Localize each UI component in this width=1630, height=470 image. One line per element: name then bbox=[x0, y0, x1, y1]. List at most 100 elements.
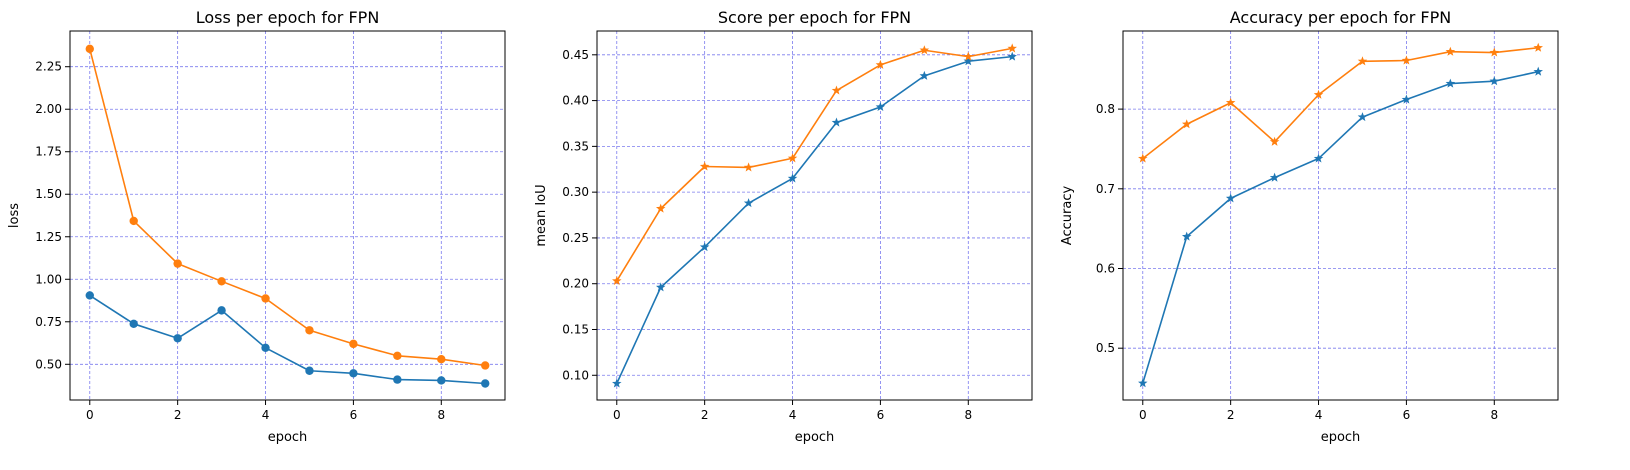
y-tick-label: 0.75 bbox=[35, 315, 62, 329]
series-1-point bbox=[85, 291, 94, 300]
x-tick-label: 8 bbox=[1490, 408, 1498, 422]
y-tick-label: 0.25 bbox=[562, 231, 589, 245]
series-2-point bbox=[1489, 47, 1500, 57]
x-tick-label: 2 bbox=[174, 408, 182, 422]
series-1-point bbox=[437, 376, 446, 385]
y-tick-label: 0.35 bbox=[562, 139, 589, 153]
y-tick-label: 0.30 bbox=[562, 185, 589, 199]
series-2-point bbox=[1225, 97, 1236, 107]
y-tick-label: 2.25 bbox=[35, 60, 62, 74]
series-1-point bbox=[1007, 51, 1017, 61]
x-tick-label: 6 bbox=[877, 408, 885, 422]
y-tick-label: 0.5 bbox=[1096, 341, 1115, 355]
series-2-point bbox=[481, 361, 490, 370]
series-1-point bbox=[129, 319, 138, 329]
series-2-point bbox=[612, 275, 622, 286]
series-2-point bbox=[261, 294, 270, 303]
axes-frame bbox=[596, 30, 1033, 401]
series-1-point bbox=[1401, 94, 1412, 104]
series-1-line bbox=[616, 55, 1013, 384]
y-tick-label: 0.6 bbox=[1096, 261, 1115, 275]
x-tick-label: 6 bbox=[350, 408, 358, 422]
series-1-point bbox=[655, 282, 666, 292]
x-tick-label: 4 bbox=[262, 408, 270, 422]
series-1-point bbox=[875, 102, 886, 112]
x-tick-label: 6 bbox=[1403, 408, 1411, 422]
series-1-point bbox=[481, 379, 490, 388]
y-tick-label: 1.25 bbox=[35, 230, 62, 244]
series-1-point bbox=[1138, 378, 1148, 388]
x-tick-label: 0 bbox=[613, 408, 621, 422]
series-2-point bbox=[1181, 119, 1192, 129]
series-2-point bbox=[787, 153, 798, 163]
series-2-point bbox=[919, 45, 930, 55]
y-tick-label: 0.10 bbox=[562, 368, 589, 382]
chart-title: Accuracy per epoch for FPN bbox=[1230, 8, 1452, 27]
y-tick-label: 0.15 bbox=[562, 322, 589, 336]
series-2-point bbox=[217, 277, 226, 286]
x-tick-label: 0 bbox=[1139, 408, 1147, 422]
y-axis-label: loss bbox=[7, 203, 22, 228]
series-1-point bbox=[699, 242, 710, 252]
series-1-point bbox=[1357, 112, 1368, 122]
series-2-point bbox=[85, 44, 94, 54]
series-2-point bbox=[437, 354, 446, 364]
y-axis-label: Accuracy bbox=[1060, 186, 1075, 246]
series-1-point bbox=[261, 343, 270, 352]
series-1-point bbox=[1181, 231, 1192, 241]
series-2-point bbox=[1313, 89, 1324, 99]
series-2-point bbox=[1445, 46, 1456, 56]
series-2-point bbox=[655, 203, 666, 213]
y-tick-label: 0.7 bbox=[1096, 182, 1115, 196]
series-1-point bbox=[1225, 193, 1236, 203]
x-tick-label: 2 bbox=[1227, 408, 1235, 422]
y-tick-label: 1.75 bbox=[35, 145, 62, 159]
x-axis-label: epoch bbox=[1321, 430, 1361, 445]
series-2-line bbox=[1142, 46, 1539, 160]
series-1-point bbox=[963, 56, 974, 66]
y-tick-label: 0.40 bbox=[562, 94, 589, 108]
y-tick-label: 0.50 bbox=[35, 357, 62, 371]
series-1-point bbox=[393, 375, 402, 384]
series-1-point bbox=[1445, 78, 1456, 88]
chart-title: Score per epoch for FPN bbox=[718, 8, 911, 27]
y-tick-label: 0.20 bbox=[562, 277, 589, 291]
y-tick-label: 0.45 bbox=[562, 48, 589, 62]
chart-title: Loss per epoch for FPN bbox=[196, 8, 380, 27]
series-1-point bbox=[305, 366, 314, 375]
series-2-point bbox=[963, 51, 974, 61]
series-2-point bbox=[875, 59, 886, 69]
series-1-point bbox=[787, 173, 798, 183]
x-tick-label: 0 bbox=[86, 408, 94, 422]
series-1-point bbox=[349, 369, 358, 378]
series-1-point bbox=[217, 306, 226, 315]
series-2-point bbox=[743, 162, 754, 172]
x-tick-label: 2 bbox=[701, 408, 709, 422]
subplot-2: 0 2 4 6 8 0.10 0.15 0.20 0.25 0.30 0.35 0.40 0.45 Sco… bbox=[534, 8, 1033, 445]
series-2-point bbox=[173, 259, 182, 268]
series-2-point bbox=[831, 85, 842, 95]
series-2-point bbox=[1533, 42, 1543, 52]
series-1-point bbox=[612, 378, 622, 388]
series-1-point bbox=[1533, 66, 1543, 76]
x-axis-label: epoch bbox=[795, 430, 835, 445]
subplot-1: 0 2 4 6 8 0.50 0.75 1.00 1.25 1.50 1.75 2.00 2.25 Los… bbox=[7, 8, 506, 445]
series-2-point bbox=[1269, 136, 1280, 146]
series-1-point bbox=[1489, 76, 1500, 86]
series-2-point bbox=[1357, 56, 1368, 66]
x-tick-label: 4 bbox=[1315, 408, 1323, 422]
series-1-point bbox=[743, 198, 754, 208]
axes-frame bbox=[69, 30, 506, 401]
series-1-line bbox=[89, 294, 486, 385]
series-2-point bbox=[699, 161, 710, 171]
series-2-point bbox=[1401, 55, 1412, 65]
y-tick-label: 1.00 bbox=[35, 272, 62, 286]
subplot-3: 0 2 4 6 8 0.5 0.6 0.7 0.8 Accuracy per epoch for … bbox=[1060, 8, 1559, 445]
series-1-point bbox=[173, 334, 182, 343]
y-tick-label: 2.00 bbox=[35, 102, 62, 116]
series-2-point bbox=[349, 339, 358, 349]
series-2-point bbox=[393, 351, 402, 360]
y-tick-label: 1.50 bbox=[35, 187, 62, 201]
series-2-point bbox=[1007, 43, 1017, 53]
